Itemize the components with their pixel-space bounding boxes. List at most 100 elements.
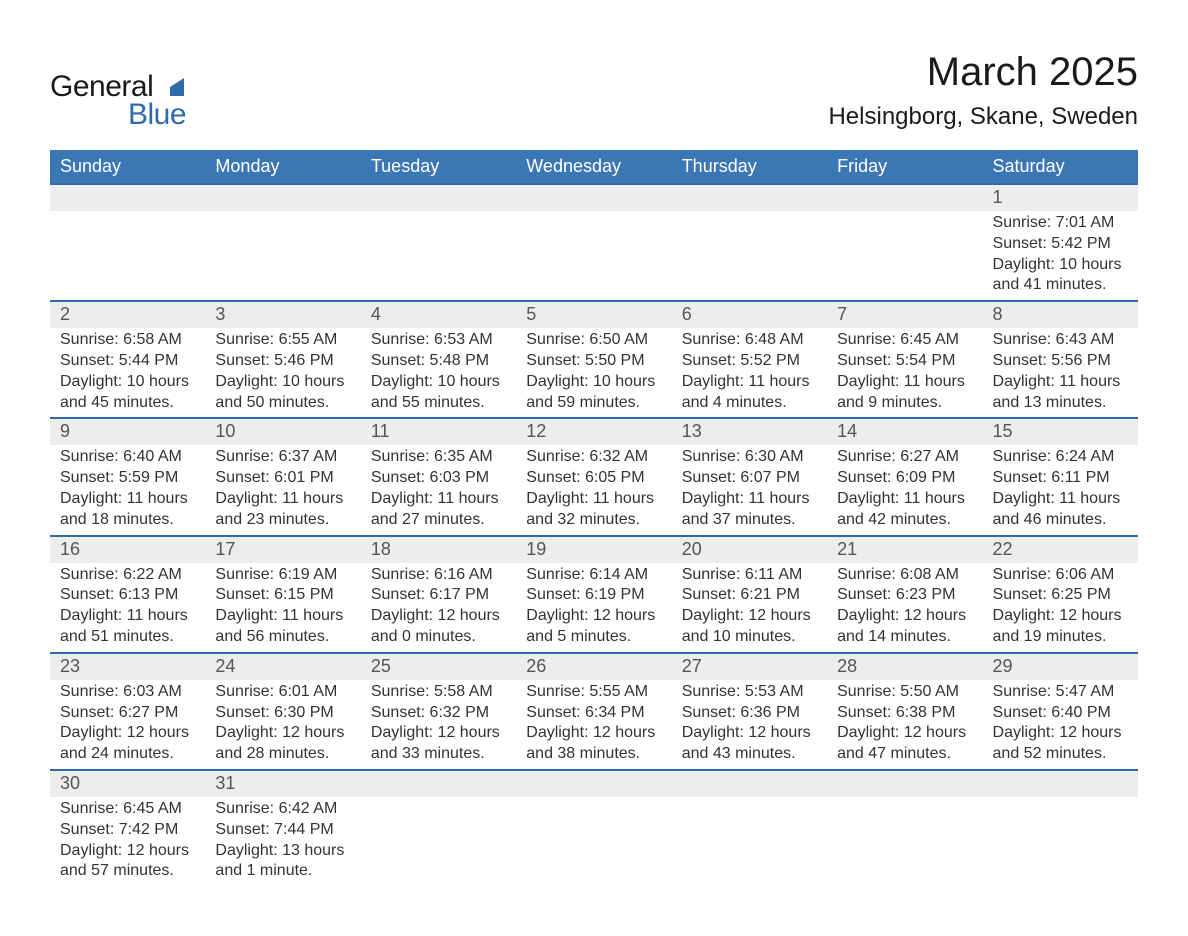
day-number-cell: 14 <box>827 418 982 445</box>
day-detail-cell: Sunrise: 6:55 AMSunset: 5:46 PMDaylight:… <box>205 328 360 418</box>
day-number-cell <box>827 770 982 797</box>
day-detail-cell <box>516 211 671 301</box>
day-detail-cell <box>983 797 1138 886</box>
dow-friday: Friday <box>827 150 982 184</box>
day-detail-cell: Sunrise: 6:37 AMSunset: 6:01 PMDaylight:… <box>205 445 360 535</box>
day-number-cell: 5 <box>516 301 671 328</box>
day-number-cell: 29 <box>983 653 1138 680</box>
title-block: March 2025 Helsingborg, Skane, Sweden <box>828 50 1138 131</box>
header: General Blue March 2025 Helsingborg, Ska… <box>50 50 1138 132</box>
day-detail-cell: Sunrise: 6:45 AMSunset: 5:54 PMDaylight:… <box>827 328 982 418</box>
day-detail-cell: Sunrise: 6:08 AMSunset: 6:23 PMDaylight:… <box>827 563 982 653</box>
day-of-week-row: Sunday Monday Tuesday Wednesday Thursday… <box>50 150 1138 184</box>
day-number-cell: 4 <box>361 301 516 328</box>
day-number-cell <box>983 770 1138 797</box>
day-detail-cell: Sunrise: 6:22 AMSunset: 6:13 PMDaylight:… <box>50 563 205 653</box>
day-detail-cell: Sunrise: 5:55 AMSunset: 6:34 PMDaylight:… <box>516 680 671 770</box>
day-number-cell: 13 <box>672 418 827 445</box>
day-detail-cell <box>672 211 827 301</box>
day-detail-cell: Sunrise: 5:53 AMSunset: 6:36 PMDaylight:… <box>672 680 827 770</box>
day-number-cell: 10 <box>205 418 360 445</box>
day-detail-cell: Sunrise: 5:58 AMSunset: 6:32 PMDaylight:… <box>361 680 516 770</box>
day-detail-cell: Sunrise: 6:35 AMSunset: 6:03 PMDaylight:… <box>361 445 516 535</box>
day-number-cell: 9 <box>50 418 205 445</box>
day-number-cell: 19 <box>516 536 671 563</box>
day-number-cell <box>672 770 827 797</box>
day-detail-cell <box>827 211 982 301</box>
dow-sunday: Sunday <box>50 150 205 184</box>
day-number-cell <box>516 184 671 211</box>
day-number-cell: 20 <box>672 536 827 563</box>
day-number-cell: 22 <box>983 536 1138 563</box>
daynum-row: 16171819202122 <box>50 536 1138 563</box>
calendar-body: 1 Sunrise: 7:01 AMSunset: 5:42 PMDayligh… <box>50 184 1138 886</box>
dow-wednesday: Wednesday <box>516 150 671 184</box>
daynum-row: 1 <box>50 184 1138 211</box>
calendar-page: General Blue March 2025 Helsingborg, Ska… <box>50 50 1138 886</box>
day-detail-cell: Sunrise: 6:03 AMSunset: 6:27 PMDaylight:… <box>50 680 205 770</box>
day-detail-cell: Sunrise: 6:11 AMSunset: 6:21 PMDaylight:… <box>672 563 827 653</box>
day-detail-cell: Sunrise: 6:14 AMSunset: 6:19 PMDaylight:… <box>516 563 671 653</box>
day-number-cell <box>50 184 205 211</box>
day-number-cell: 2 <box>50 301 205 328</box>
dow-monday: Monday <box>205 150 360 184</box>
day-detail-cell <box>361 797 516 886</box>
day-detail-cell: Sunrise: 6:32 AMSunset: 6:05 PMDaylight:… <box>516 445 671 535</box>
day-number-cell: 30 <box>50 770 205 797</box>
day-number-cell: 21 <box>827 536 982 563</box>
day-number-cell: 3 <box>205 301 360 328</box>
detail-row: Sunrise: 6:40 AMSunset: 5:59 PMDaylight:… <box>50 445 1138 535</box>
day-detail-cell: Sunrise: 6:53 AMSunset: 5:48 PMDaylight:… <box>361 328 516 418</box>
calendar-table: Sunday Monday Tuesday Wednesday Thursday… <box>50 150 1138 886</box>
day-detail-cell: Sunrise: 6:45 AMSunset: 7:42 PMDaylight:… <box>50 797 205 886</box>
day-number-cell: 17 <box>205 536 360 563</box>
day-detail-cell: Sunrise: 6:01 AMSunset: 6:30 PMDaylight:… <box>205 680 360 770</box>
detail-row: Sunrise: 6:45 AMSunset: 7:42 PMDaylight:… <box>50 797 1138 886</box>
dow-tuesday: Tuesday <box>361 150 516 184</box>
daynum-row: 3031 <box>50 770 1138 797</box>
detail-row: Sunrise: 6:22 AMSunset: 6:13 PMDaylight:… <box>50 563 1138 653</box>
day-number-cell: 1 <box>983 184 1138 211</box>
logo: General Blue <box>50 70 186 132</box>
logo-word2: Blue <box>128 98 186 132</box>
day-detail-cell: Sunrise: 6:27 AMSunset: 6:09 PMDaylight:… <box>827 445 982 535</box>
day-detail-cell: Sunrise: 6:58 AMSunset: 5:44 PMDaylight:… <box>50 328 205 418</box>
day-detail-cell: Sunrise: 6:16 AMSunset: 6:17 PMDaylight:… <box>361 563 516 653</box>
dow-saturday: Saturday <box>983 150 1138 184</box>
day-number-cell: 15 <box>983 418 1138 445</box>
day-detail-cell: Sunrise: 6:06 AMSunset: 6:25 PMDaylight:… <box>983 563 1138 653</box>
day-detail-cell <box>205 211 360 301</box>
day-number-cell: 23 <box>50 653 205 680</box>
daynum-row: 9101112131415 <box>50 418 1138 445</box>
daynum-row: 2345678 <box>50 301 1138 328</box>
page-title: March 2025 <box>828 50 1138 95</box>
day-number-cell: 12 <box>516 418 671 445</box>
day-number-cell: 18 <box>361 536 516 563</box>
detail-row: Sunrise: 7:01 AMSunset: 5:42 PMDaylight:… <box>50 211 1138 301</box>
day-detail-cell <box>361 211 516 301</box>
day-number-cell <box>361 770 516 797</box>
day-detail-cell: Sunrise: 6:50 AMSunset: 5:50 PMDaylight:… <box>516 328 671 418</box>
day-number-cell <box>205 184 360 211</box>
day-number-cell <box>516 770 671 797</box>
day-detail-cell: Sunrise: 5:47 AMSunset: 6:40 PMDaylight:… <box>983 680 1138 770</box>
day-number-cell: 6 <box>672 301 827 328</box>
day-detail-cell: Sunrise: 5:50 AMSunset: 6:38 PMDaylight:… <box>827 680 982 770</box>
day-number-cell <box>827 184 982 211</box>
day-detail-cell: Sunrise: 6:42 AMSunset: 7:44 PMDaylight:… <box>205 797 360 886</box>
day-detail-cell: Sunrise: 7:01 AMSunset: 5:42 PMDaylight:… <box>983 211 1138 301</box>
day-number-cell: 7 <box>827 301 982 328</box>
day-detail-cell: Sunrise: 6:43 AMSunset: 5:56 PMDaylight:… <box>983 328 1138 418</box>
day-number-cell: 28 <box>827 653 982 680</box>
day-number-cell: 25 <box>361 653 516 680</box>
day-detail-cell: Sunrise: 6:24 AMSunset: 6:11 PMDaylight:… <box>983 445 1138 535</box>
day-number-cell: 27 <box>672 653 827 680</box>
day-detail-cell: Sunrise: 6:30 AMSunset: 6:07 PMDaylight:… <box>672 445 827 535</box>
day-number-cell: 8 <box>983 301 1138 328</box>
day-detail-cell: Sunrise: 6:19 AMSunset: 6:15 PMDaylight:… <box>205 563 360 653</box>
day-number-cell: 26 <box>516 653 671 680</box>
day-detail-cell <box>516 797 671 886</box>
day-detail-cell <box>827 797 982 886</box>
daynum-row: 23242526272829 <box>50 653 1138 680</box>
day-detail-cell: Sunrise: 6:40 AMSunset: 5:59 PMDaylight:… <box>50 445 205 535</box>
